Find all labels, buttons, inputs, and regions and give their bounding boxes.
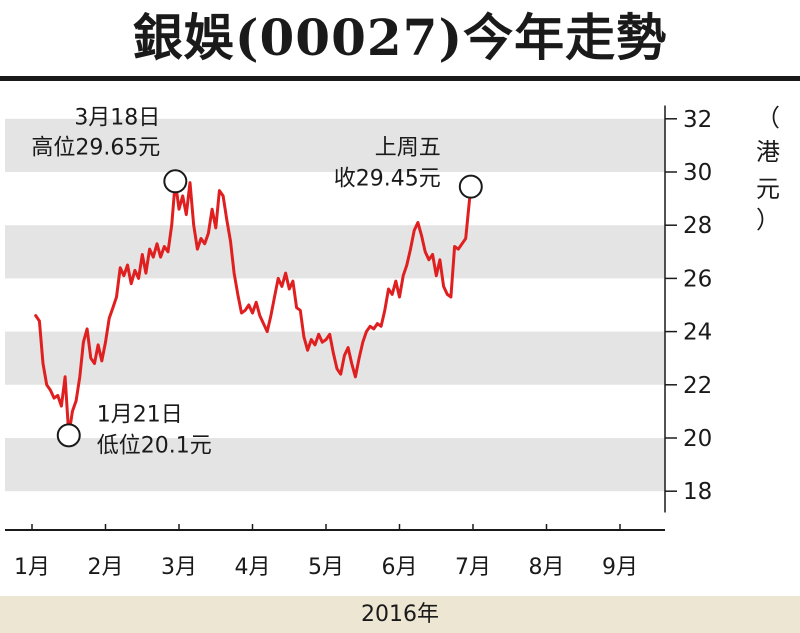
- y-tick-label: 20: [683, 426, 712, 452]
- annotation-marker: [163, 169, 188, 194]
- y-unit-char: 港: [756, 138, 780, 166]
- annotation-label: 低位20.1元: [97, 433, 212, 458]
- stock-line-chart: 1月 2月 3月 4月 5月 6月 7月 8月 9月 18 20 22 24 26 28 30 32 3月18…: [5, 104, 780, 580]
- y-tick-label: 22: [683, 373, 712, 399]
- annotation-label: 高位29.65元: [31, 135, 160, 160]
- y-unit-label: （ 港元 ）: [756, 104, 780, 234]
- y-tick-label: 32: [683, 107, 712, 133]
- y-tick-label: 30: [683, 160, 712, 186]
- y-tick-label: 24: [683, 320, 712, 346]
- annotation-marker: [458, 174, 483, 199]
- title-divider: [0, 76, 800, 81]
- annotation-label: 1月21日: [97, 402, 183, 427]
- y-unit-char: 元: [756, 175, 780, 203]
- x-tick-label: 2月: [88, 555, 124, 580]
- year-footer: 2016年: [0, 596, 800, 633]
- price-series: [34, 179, 473, 437]
- x-tick-label: 1月: [14, 555, 50, 580]
- price-line: [34, 179, 473, 437]
- x-axis: 1月 2月 3月 4月 5月 6月 7月 8月 9月: [5, 524, 665, 580]
- y-tick-label: 28: [683, 213, 712, 239]
- chart-title: 銀娛(00027)今年走勢: [132, 8, 668, 67]
- y-axis: 18 20 22 24 26 28 30 32: [664, 105, 712, 513]
- grid-band: [5, 225, 665, 279]
- annotation-label: 上周五: [375, 136, 441, 161]
- y-tick-label: 26: [683, 266, 712, 292]
- y-tick-label: 18: [683, 479, 712, 505]
- x-tick-label: 7月: [455, 555, 491, 580]
- annotation-label: 3月18日: [74, 105, 160, 130]
- annotation-marker: [56, 423, 81, 448]
- grid-band: [5, 118, 665, 172]
- x-tick-label: 8月: [529, 555, 565, 580]
- x-tick-label: 5月: [308, 555, 344, 580]
- x-tick-label: 3月: [161, 555, 197, 580]
- y-unit-char: ）: [756, 206, 780, 234]
- y-unit-char: （: [756, 104, 780, 132]
- x-tick-label: 9月: [602, 555, 638, 580]
- grid-band: [5, 438, 665, 492]
- x-tick-label: 6月: [382, 555, 418, 580]
- grid-bands: [5, 118, 665, 492]
- x-tick-label: 4月: [235, 555, 271, 580]
- annotation-label: 收29.45元: [334, 167, 441, 192]
